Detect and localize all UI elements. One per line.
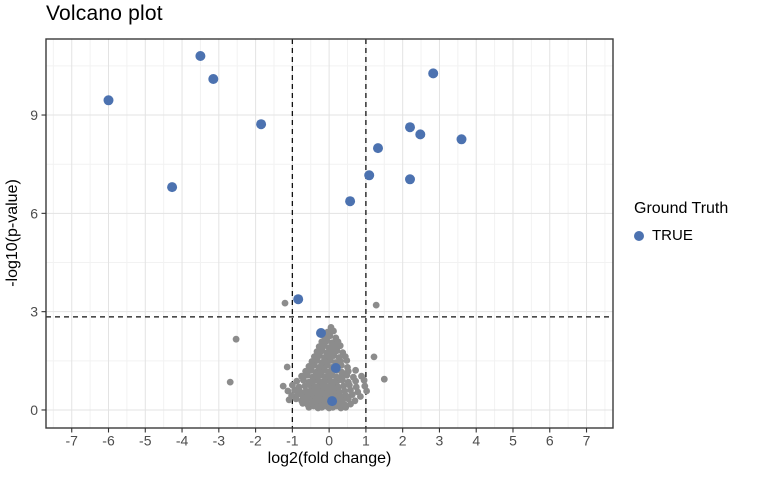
data-point-background xyxy=(318,338,326,346)
data-point-true xyxy=(373,143,383,154)
x-tick-label: -3 xyxy=(213,433,226,449)
data-point-background xyxy=(328,339,336,347)
x-tick-label: 1 xyxy=(362,433,370,449)
data-point-true xyxy=(428,68,439,79)
data-point-background xyxy=(295,383,303,391)
data-point-true xyxy=(415,129,426,140)
data-point-background xyxy=(298,372,305,380)
data-point-true xyxy=(316,328,326,338)
data-point-background xyxy=(339,349,347,356)
x-tick-label: 0 xyxy=(325,433,333,449)
data-point-true xyxy=(456,134,467,145)
x-tick-label: -5 xyxy=(139,433,152,449)
data-point-true xyxy=(345,196,356,207)
y-tick-label: 3 xyxy=(30,304,38,320)
data-point-background xyxy=(325,344,333,352)
x-tick-label: -1 xyxy=(286,433,299,449)
data-point-background xyxy=(358,372,365,380)
data-point-background xyxy=(293,377,301,385)
data-point-background xyxy=(334,383,342,391)
data-point-true xyxy=(405,174,415,185)
x-tick-label: 3 xyxy=(436,433,444,449)
data-point-background xyxy=(372,301,380,309)
data-point-true xyxy=(364,170,375,181)
legend-true-dot-icon xyxy=(634,230,644,241)
data-point-background xyxy=(311,353,318,360)
data-point-background xyxy=(351,397,359,405)
legend-title: Ground Truth xyxy=(634,200,729,217)
data-point-background xyxy=(361,382,369,390)
x-tick-label: 7 xyxy=(583,433,591,449)
data-point-background xyxy=(281,299,289,307)
y-tick-label: 6 xyxy=(30,205,38,221)
data-point-background xyxy=(344,364,351,371)
x-axis-title: log2(fold change) xyxy=(267,450,392,467)
legend-item-label: TRUE xyxy=(652,227,693,244)
y-axis-title: -log10(p-value) xyxy=(4,179,21,287)
legend-item-true: TRUE xyxy=(634,227,728,244)
x-tick-label: 2 xyxy=(399,433,407,449)
data-point-background xyxy=(289,381,296,389)
y-tick-label: 9 xyxy=(30,107,38,123)
x-tick-label: -7 xyxy=(66,433,79,449)
x-tick-label: -4 xyxy=(176,433,189,449)
data-point-background xyxy=(284,387,292,395)
data-point-background xyxy=(283,363,291,371)
data-point-background xyxy=(335,354,343,361)
data-point-background xyxy=(350,373,357,381)
data-point-true xyxy=(256,119,267,130)
data-point-background xyxy=(370,353,378,361)
x-tick-label: -2 xyxy=(249,433,262,449)
data-point-true xyxy=(293,294,304,305)
data-point-background xyxy=(288,392,295,399)
data-point-background xyxy=(352,383,360,391)
data-point-background xyxy=(352,366,359,374)
data-point-background xyxy=(344,378,352,386)
data-point-true xyxy=(195,51,206,61)
data-point-background xyxy=(380,375,388,383)
data-point-true xyxy=(405,122,415,133)
data-point-true xyxy=(208,74,219,84)
data-point-background xyxy=(305,363,313,370)
data-point-true xyxy=(103,95,114,106)
x-tick-label: 4 xyxy=(472,433,480,449)
x-tick-label: -6 xyxy=(102,433,115,449)
data-point-true xyxy=(330,363,341,373)
data-point-background xyxy=(232,335,240,343)
chart-title: Volcano plot xyxy=(46,2,163,25)
data-point-true xyxy=(327,396,338,407)
data-point-background xyxy=(327,324,335,331)
data-point-background xyxy=(279,382,287,390)
data-point-true xyxy=(167,182,178,193)
data-point-background xyxy=(340,382,347,390)
data-point-background xyxy=(302,367,309,375)
data-point-background xyxy=(338,368,346,376)
data-point-background xyxy=(226,378,234,386)
x-tick-label: 6 xyxy=(546,433,554,449)
legend: Ground Truth TRUE xyxy=(634,200,728,244)
data-point-background xyxy=(332,334,340,342)
y-tick-label: 0 xyxy=(30,402,38,418)
x-tick-label: 5 xyxy=(509,433,517,449)
